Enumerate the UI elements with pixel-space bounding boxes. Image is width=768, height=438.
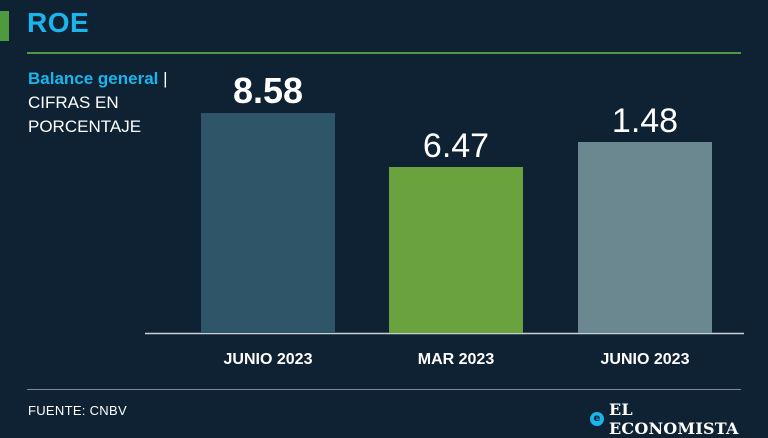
top-divider xyxy=(27,52,741,54)
bar-value-label-2: 6.47 xyxy=(423,127,489,165)
brand-name: EL ECONOMISTA xyxy=(608,400,739,438)
source-note: FUENTE: CNBV xyxy=(28,403,127,418)
x-tick-label-1: JUNIO 2023 xyxy=(224,351,313,368)
bar-value-label-1: 8.58 xyxy=(233,70,303,111)
brand-icon: e xyxy=(590,412,604,426)
side-label-units: CIFRAS EN PORCENTAJE xyxy=(28,93,142,136)
x-tick-label-2: MAR 2023 xyxy=(418,351,495,368)
bar-value-label-3: 1.48 xyxy=(612,102,678,140)
bottom-divider xyxy=(27,389,741,390)
side-label-separator: | xyxy=(163,69,168,88)
side-label-highlight: Balance general xyxy=(28,69,159,88)
chart-title: ROE xyxy=(27,7,90,38)
side-label: Balance general | CIFRAS EN PORCENTAJE xyxy=(28,67,178,139)
bar-1 xyxy=(201,113,335,333)
bar-2 xyxy=(389,167,523,333)
bar-3 xyxy=(578,142,712,333)
x-tick-label-3: JUNIO 2023 xyxy=(601,351,690,368)
title-accent-bar xyxy=(0,11,9,41)
brand-logo: e EL ECONOMISTA xyxy=(590,400,768,438)
